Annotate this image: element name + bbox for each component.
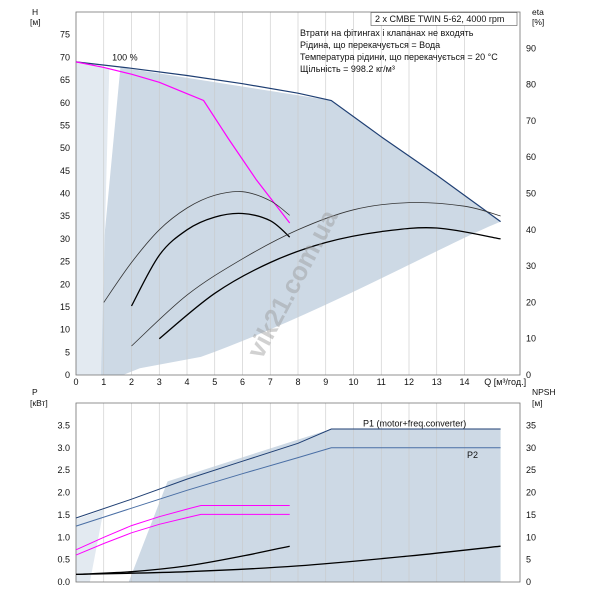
y-tick-label-left: 65 — [60, 75, 70, 85]
x-tick-label: 0 — [73, 377, 78, 387]
x-tick-label: 6 — [240, 377, 245, 387]
y-tick-label-left: 0 — [65, 370, 70, 380]
y-tick-label-left: 50 — [60, 143, 70, 153]
series-line-eta-twin-thick — [158, 227, 501, 340]
series-label-p1: P1 (motor+freq.converter) — [363, 418, 466, 428]
series-label-p2: P2 — [467, 450, 478, 460]
y-tick-label-left: 1.0 — [57, 532, 70, 542]
y-axis-title-left: P — [32, 387, 38, 397]
operating-area-bottom — [128, 428, 501, 582]
y-tick-label-left: 20 — [60, 279, 70, 289]
y-tick-label-right: 30 — [526, 261, 536, 271]
y-tick-label-right: 25 — [526, 465, 536, 475]
series-line-eta-twin-thin — [131, 202, 501, 347]
y-tick-label-left: 1.5 — [57, 510, 70, 520]
operating-area-top-left — [76, 61, 110, 375]
plot-frame-bottom — [75, 402, 521, 583]
y-tick-label-left: 55 — [60, 120, 70, 130]
y-tick-label-right: 35 — [526, 420, 536, 430]
y-tick-label-left: 30 — [60, 234, 70, 244]
series-line-eta-single-thin — [103, 191, 290, 303]
series-line-npsh-single — [75, 545, 290, 576]
y-tick-label-right: 20 — [526, 297, 536, 307]
y-tick-label-right: 10 — [526, 334, 536, 344]
title-text: 2 x CMBE TWIN 5-62, 4000 rpm — [375, 14, 504, 24]
x-tick-label: 2 — [129, 377, 134, 387]
series-line-h-single — [75, 61, 291, 224]
x-tick-label: 14 — [459, 377, 469, 387]
x-tick-label: 1 — [101, 377, 106, 387]
y-axis-title-left: H — [32, 7, 38, 17]
y-tick-label-right: 0 — [526, 370, 531, 380]
y-tick-label-right: 15 — [526, 510, 536, 520]
operating-area-bottom-left — [76, 509, 104, 582]
note-line: Температура рідини, що перекачується = 2… — [300, 52, 498, 62]
title-box — [370, 12, 518, 26]
y-tick-label-left: 10 — [60, 325, 70, 335]
y-tick-label-right: 10 — [526, 532, 536, 542]
x-tick-label: 5 — [212, 377, 217, 387]
y-tick-label-left: 0.0 — [57, 577, 70, 587]
y-tick-label-left: 40 — [60, 189, 70, 199]
y-axis-unit-left: [м] — [30, 17, 41, 27]
y-tick-label-left: 35 — [60, 211, 70, 221]
y-axis-unit-right: [м] — [532, 398, 543, 408]
y-axis-title-right: eta — [532, 7, 544, 17]
y-tick-label-right: 30 — [526, 443, 536, 453]
y-tick-label-left: 15 — [60, 302, 70, 312]
y-axis-unit-left: [кВт] — [30, 398, 48, 408]
series-line-npsh-twin — [75, 545, 501, 576]
x-tick-label: 3 — [157, 377, 162, 387]
y-tick-label-left: 45 — [60, 166, 70, 176]
y-tick-label-right: 5 — [526, 555, 531, 565]
y-tick-label-left: 5 — [65, 347, 70, 357]
x-tick-label: 10 — [348, 377, 358, 387]
plot-frame-top — [75, 11, 521, 376]
y-tick-label-right: 60 — [526, 152, 536, 162]
y-tick-label-right: 40 — [526, 225, 536, 235]
series-line-p1-motor-freq-converter- — [75, 428, 501, 519]
y-tick-label-right: 20 — [526, 488, 536, 498]
y-tick-label-left: 2.5 — [57, 465, 70, 475]
note-line: Втрати на фітингах і клапанах не входять — [300, 28, 474, 38]
series-line-eta-single-thick — [130, 212, 291, 307]
y-tick-label-right: 70 — [526, 116, 536, 126]
series-line-p1-single — [75, 505, 290, 551]
x-tick-label: 7 — [268, 377, 273, 387]
x-tick-label: 12 — [404, 377, 414, 387]
y-tick-label-left: 2.0 — [57, 488, 70, 498]
y-tick-label-right: 80 — [526, 80, 536, 90]
y-axis-unit-right: [%] — [532, 17, 544, 27]
operating-area-top — [91, 67, 501, 376]
y-tick-label-right: 0 — [526, 577, 531, 587]
note-line: Рідина, що перекачується = Вода — [300, 40, 440, 50]
y-tick-label-left: 60 — [60, 98, 70, 108]
x-tick-label: 4 — [184, 377, 189, 387]
x-axis-title: Q [м³/год.] — [484, 377, 526, 387]
series-label-100-percent: 100 % — [112, 53, 138, 63]
series-line-p2-single — [75, 513, 290, 556]
series-line-p2 — [75, 447, 501, 527]
note-line: Щільність = 998.2 кг/м³ — [300, 64, 395, 74]
y-tick-label-left: 75 — [60, 30, 70, 40]
x-tick-label: 13 — [432, 377, 442, 387]
x-tick-label: 8 — [295, 377, 300, 387]
y-tick-label-right: 90 — [526, 43, 536, 53]
y-axis-title-right: NPSH — [532, 387, 556, 397]
x-tick-label: 11 — [377, 377, 386, 387]
x-tick-label: 9 — [323, 377, 328, 387]
y-tick-label-left: 3.5 — [57, 420, 70, 430]
y-tick-label-left: 0.5 — [57, 555, 70, 565]
y-tick-label-left: 70 — [60, 52, 70, 62]
series-line-h-twin — [75, 61, 501, 223]
y-tick-label-left: 3.0 — [57, 443, 70, 453]
y-tick-label-right: 50 — [526, 189, 536, 199]
y-tick-label-left: 25 — [60, 257, 70, 267]
